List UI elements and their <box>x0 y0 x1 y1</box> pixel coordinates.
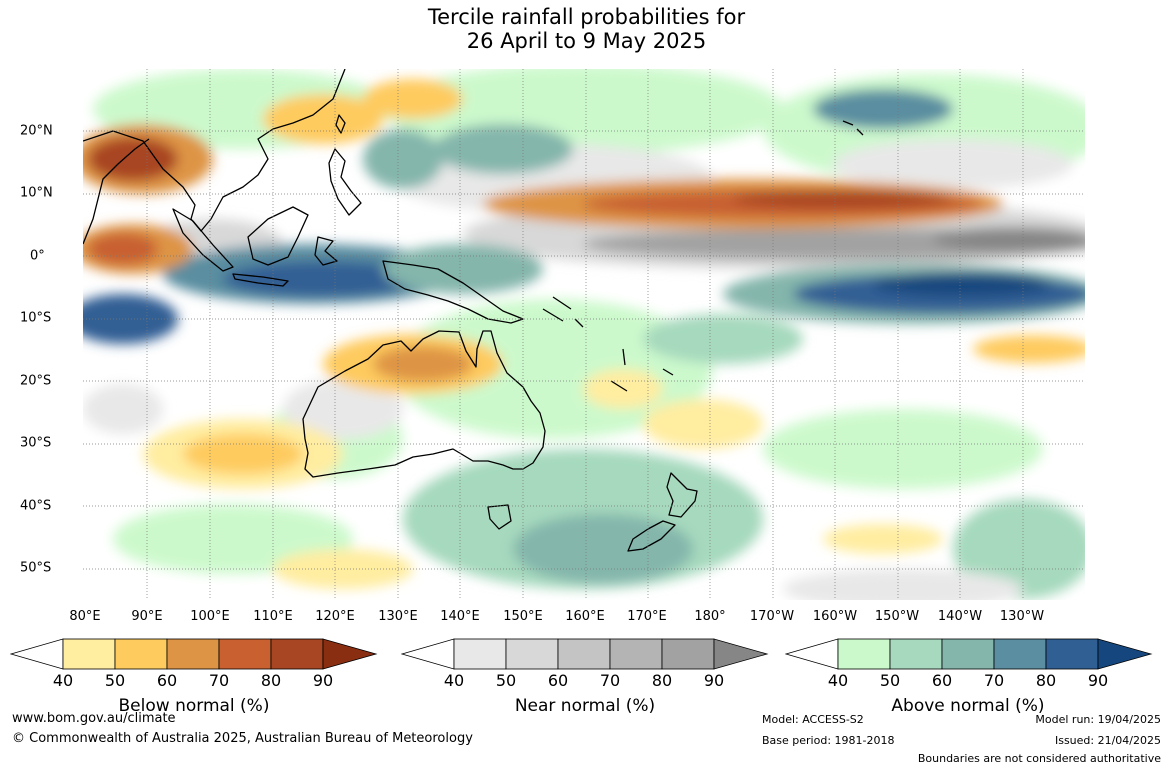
graticule <box>83 69 1085 600</box>
colorbar-tick-label: 90 <box>703 671 725 690</box>
map-title-line1: Tercile rainfall probabilities for <box>427 5 746 29</box>
colorbar-tick-label: 50 <box>879 671 901 690</box>
lon-label: 130°E <box>378 609 418 624</box>
above-normal-label: Above normal (%) <box>891 696 1045 716</box>
colorbar-tick-label: 50 <box>495 671 517 690</box>
base-period: Base period: 1981-2018 <box>762 734 895 747</box>
colorbar-extend-high <box>1097 638 1153 670</box>
lon-label: 130°W <box>999 609 1045 624</box>
sulawesi-coastline <box>314 236 338 266</box>
lon-label: 110°E <box>253 609 293 624</box>
colorbar-segment <box>889 638 943 670</box>
lat-label: 50°S <box>20 560 52 576</box>
lon-label: 140°W <box>937 609 983 624</box>
colorbar-extend-high <box>713 638 769 670</box>
colorbar-segment <box>62 638 116 670</box>
colorbar-tick-label: 60 <box>547 671 569 690</box>
new-zealand-south-coastline <box>627 520 676 552</box>
colorbar-extend-low <box>401 638 455 670</box>
colorbar-tick-label: 80 <box>260 671 282 690</box>
lon-label: 100°E <box>190 609 230 624</box>
near-normal-colorbar <box>401 638 769 670</box>
colorbar-tick-label: 90 <box>312 671 334 690</box>
issued-date: Issued: 21/04/2025 <box>1054 734 1161 747</box>
colorbar-segment <box>505 638 559 670</box>
lon-label: 140°E <box>440 609 480 624</box>
colorbar-segment <box>270 638 324 670</box>
australia-coastline <box>302 330 546 478</box>
colorbar-extend-low <box>10 638 64 670</box>
vanuatu-islands <box>622 348 626 366</box>
below-normal-label: Below normal (%) <box>118 696 270 716</box>
lon-label: 120°E <box>315 609 355 624</box>
solomon-islands <box>542 296 584 328</box>
colorbar-segment <box>661 638 715 670</box>
lon-label: 160°W <box>812 609 858 624</box>
colorbar-segment <box>1045 638 1099 670</box>
near-normal-label: Near normal (%) <box>514 696 656 716</box>
lon-label: 150°E <box>503 609 543 624</box>
colorbar-tick-label: 80 <box>651 671 673 690</box>
map-title-line2: 26 April to 9 May 2025 <box>466 29 707 53</box>
bom-website-link[interactable]: www.bom.gov.au/climate <box>12 711 176 726</box>
lat-label: 20°N <box>20 123 53 139</box>
hawaii-islands <box>842 120 864 136</box>
se-asia-coastline <box>83 69 346 232</box>
lon-label: 160°E <box>565 609 605 624</box>
colorbar-segment <box>993 638 1047 670</box>
lat-label: 30°S <box>20 435 52 451</box>
lon-label: 80°E <box>69 609 101 624</box>
new-guinea-coastline <box>382 260 524 324</box>
lat-label: 10°S <box>20 310 52 326</box>
philippines-coastline <box>328 148 362 216</box>
borneo-coastline <box>247 206 309 266</box>
colorbar-extend-low <box>785 638 839 670</box>
colorbar-tick-label: 70 <box>208 671 230 690</box>
boundaries-disclaimer: Boundaries are not considered authoritat… <box>917 752 1161 765</box>
lon-label: 150°W <box>874 609 920 624</box>
below-normal-colorbar <box>10 638 378 670</box>
colorbar-segment <box>453 638 507 670</box>
colorbar-tick-label: 40 <box>443 671 465 690</box>
colorbar-tick-label: 40 <box>52 671 74 690</box>
colorbar-segment <box>941 638 995 670</box>
lon-label: 90°E <box>131 609 163 624</box>
colorbar-segment <box>114 638 168 670</box>
colorbar-segment <box>557 638 611 670</box>
lat-label: 0° <box>30 248 45 264</box>
colorbar-tick-label: 60 <box>156 671 178 690</box>
lon-label: 180° <box>694 609 726 624</box>
colorbar-segment <box>837 638 891 670</box>
lat-label: 20°S <box>20 373 52 389</box>
probability-fields <box>83 69 1085 600</box>
colorbar-tick-label: 40 <box>827 671 849 690</box>
copyright-notice: © Commonwealth of Australia 2025, Austra… <box>12 731 473 746</box>
java-coastline <box>232 273 289 287</box>
rainfall-probability-map <box>83 69 1085 600</box>
colorbar-tick-label: 60 <box>931 671 953 690</box>
tasmania-coastline <box>487 504 512 530</box>
colorbar-tick-label: 80 <box>1035 671 1057 690</box>
colorbar-tick-label: 70 <box>983 671 1005 690</box>
colorbar-extend-high <box>322 638 378 670</box>
above-normal-colorbar <box>785 638 1153 670</box>
taiwan-coastline <box>335 114 346 134</box>
colorbar-tick-label: 70 <box>599 671 621 690</box>
india-coastline <box>83 138 150 245</box>
lon-label: 170°E <box>627 609 667 624</box>
coastlines <box>83 69 864 552</box>
new-zealand-north-coastline <box>666 472 698 518</box>
colorbar-tick-label: 90 <box>1087 671 1109 690</box>
lon-label: 170°W <box>749 609 795 624</box>
lat-label: 40°S <box>20 498 52 514</box>
colorbar-tick-label: 50 <box>104 671 126 690</box>
lat-label: 10°N <box>20 185 53 201</box>
model-name: Model: ACCESS-S2 <box>762 713 864 726</box>
colorbar-segment <box>609 638 663 670</box>
new-caledonia <box>610 380 628 392</box>
colorbar-segment <box>166 638 220 670</box>
fiji-islands <box>662 368 674 376</box>
colorbar-segment <box>218 638 272 670</box>
model-run-date: Model run: 19/04/2025 <box>1035 713 1161 726</box>
